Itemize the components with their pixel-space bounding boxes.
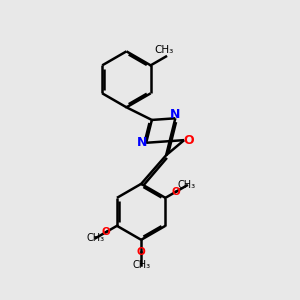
Text: O: O — [183, 134, 194, 147]
Text: O: O — [102, 227, 111, 237]
Text: CH₃: CH₃ — [178, 181, 196, 190]
Text: N: N — [136, 136, 147, 149]
Text: CH₃: CH₃ — [155, 45, 174, 55]
Text: O: O — [172, 187, 181, 197]
Text: N: N — [170, 108, 181, 121]
Text: CH₃: CH₃ — [132, 260, 150, 269]
Text: O: O — [137, 247, 146, 257]
Text: CH₃: CH₃ — [86, 233, 105, 243]
